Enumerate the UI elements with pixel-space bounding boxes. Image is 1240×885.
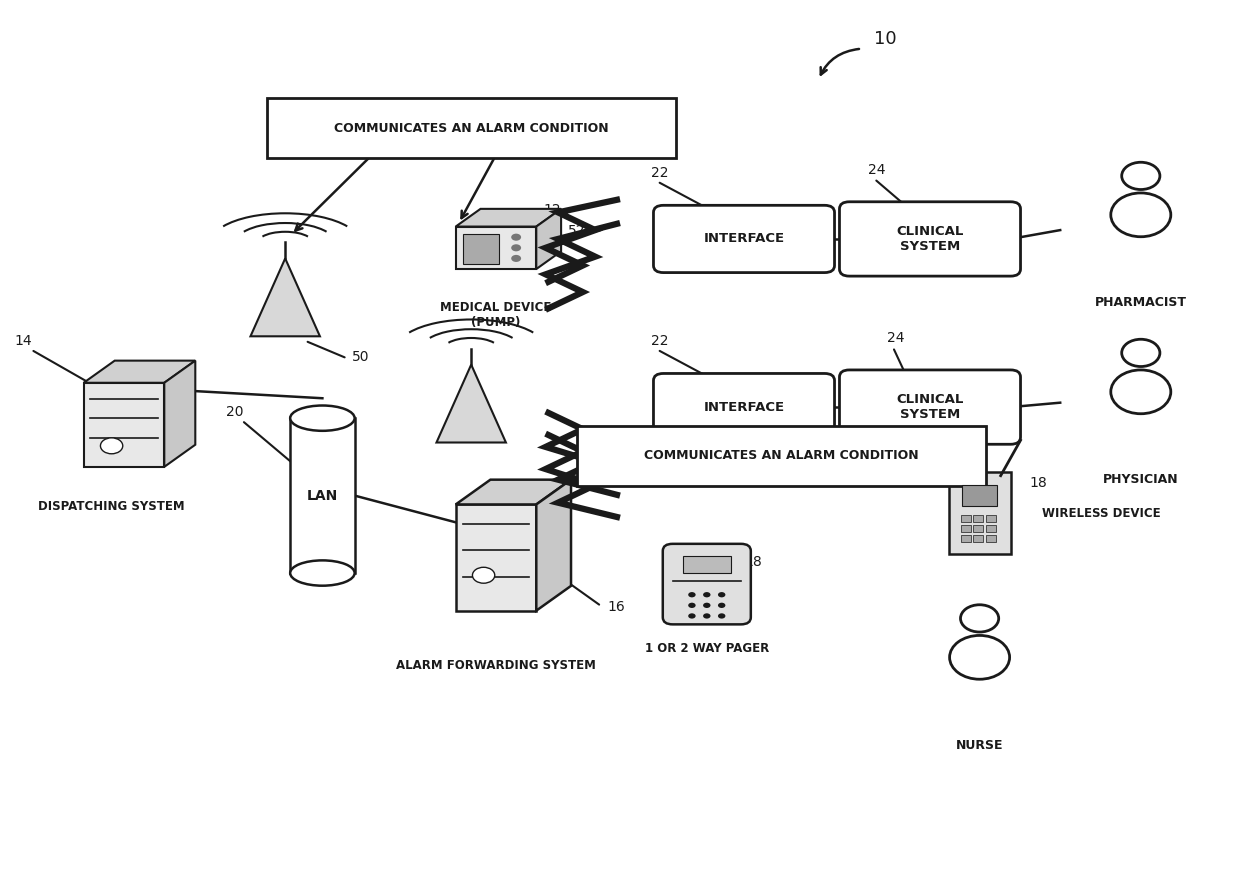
Circle shape — [511, 255, 521, 262]
Bar — [962, 485, 997, 506]
Bar — [961, 525, 971, 532]
Polygon shape — [536, 209, 560, 269]
Text: ALARM FORWARDING SYSTEM: ALARM FORWARDING SYSTEM — [396, 659, 596, 673]
Polygon shape — [84, 360, 196, 382]
Polygon shape — [164, 360, 196, 467]
Circle shape — [961, 604, 998, 632]
Circle shape — [1122, 339, 1159, 366]
Bar — [961, 515, 971, 522]
Ellipse shape — [290, 560, 355, 586]
FancyBboxPatch shape — [839, 202, 1021, 276]
Bar — [290, 418, 355, 573]
Polygon shape — [250, 258, 320, 336]
Text: WIRELESS DEVICE: WIRELESS DEVICE — [1042, 507, 1161, 519]
Text: 14: 14 — [15, 335, 32, 348]
Text: 22: 22 — [651, 335, 668, 348]
Text: 1 OR 2 WAY PAGER: 1 OR 2 WAY PAGER — [645, 642, 769, 655]
Text: 24: 24 — [887, 332, 904, 345]
FancyBboxPatch shape — [949, 473, 1011, 554]
Ellipse shape — [1111, 370, 1171, 413]
Text: 52: 52 — [568, 224, 585, 237]
Polygon shape — [456, 504, 536, 611]
Circle shape — [472, 567, 495, 583]
FancyBboxPatch shape — [577, 426, 986, 486]
Bar — [986, 535, 996, 542]
Text: PHARMACIST: PHARMACIST — [1095, 296, 1187, 310]
Text: INTERFACE: INTERFACE — [703, 233, 785, 245]
Bar — [973, 515, 983, 522]
Text: 10: 10 — [874, 30, 897, 49]
Ellipse shape — [1111, 193, 1171, 236]
Circle shape — [1122, 162, 1159, 189]
Text: CLINICAL
SYSTEM: CLINICAL SYSTEM — [897, 393, 963, 421]
Bar — [464, 234, 500, 264]
Bar — [682, 556, 732, 573]
Circle shape — [688, 613, 696, 619]
FancyBboxPatch shape — [267, 98, 676, 158]
Text: 20: 20 — [226, 405, 243, 419]
Circle shape — [511, 244, 521, 251]
Bar — [961, 535, 971, 542]
Polygon shape — [456, 480, 570, 504]
Text: 22: 22 — [651, 166, 668, 180]
Polygon shape — [436, 365, 506, 442]
Text: 16: 16 — [608, 600, 625, 613]
Ellipse shape — [950, 635, 1009, 680]
Bar — [973, 535, 983, 542]
Circle shape — [688, 592, 696, 597]
FancyBboxPatch shape — [662, 543, 750, 625]
Circle shape — [100, 438, 123, 454]
Bar — [986, 525, 996, 532]
Circle shape — [703, 613, 711, 619]
Text: 12: 12 — [543, 204, 560, 217]
Polygon shape — [456, 227, 536, 269]
Text: 18: 18 — [744, 556, 761, 569]
Text: MEDICAL DEVICE
(PUMP): MEDICAL DEVICE (PUMP) — [440, 301, 552, 329]
Circle shape — [703, 603, 711, 608]
FancyBboxPatch shape — [653, 205, 835, 273]
Text: COMMUNICATES AN ALARM CONDITION: COMMUNICATES AN ALARM CONDITION — [644, 450, 919, 462]
Text: 24: 24 — [868, 164, 885, 177]
Text: DISPATCHING SYSTEM: DISPATCHING SYSTEM — [38, 500, 185, 513]
Text: COMMUNICATES AN ALARM CONDITION: COMMUNICATES AN ALARM CONDITION — [334, 122, 609, 135]
Text: PHYSICIAN: PHYSICIAN — [1104, 473, 1178, 487]
Text: 18: 18 — [1029, 476, 1047, 489]
Text: INTERFACE: INTERFACE — [703, 401, 785, 413]
Circle shape — [688, 603, 696, 608]
Circle shape — [511, 234, 521, 241]
Polygon shape — [536, 480, 570, 611]
Polygon shape — [84, 382, 164, 467]
Text: LAN: LAN — [306, 489, 339, 503]
Polygon shape — [456, 209, 560, 227]
Ellipse shape — [290, 405, 355, 431]
Circle shape — [718, 603, 725, 608]
Circle shape — [703, 592, 711, 597]
FancyBboxPatch shape — [653, 373, 835, 441]
Bar — [986, 515, 996, 522]
Text: NURSE: NURSE — [956, 739, 1003, 752]
Text: CLINICAL
SYSTEM: CLINICAL SYSTEM — [897, 225, 963, 253]
Circle shape — [718, 613, 725, 619]
Bar — [973, 525, 983, 532]
FancyBboxPatch shape — [839, 370, 1021, 444]
Text: 50: 50 — [352, 350, 370, 364]
Circle shape — [718, 592, 725, 597]
